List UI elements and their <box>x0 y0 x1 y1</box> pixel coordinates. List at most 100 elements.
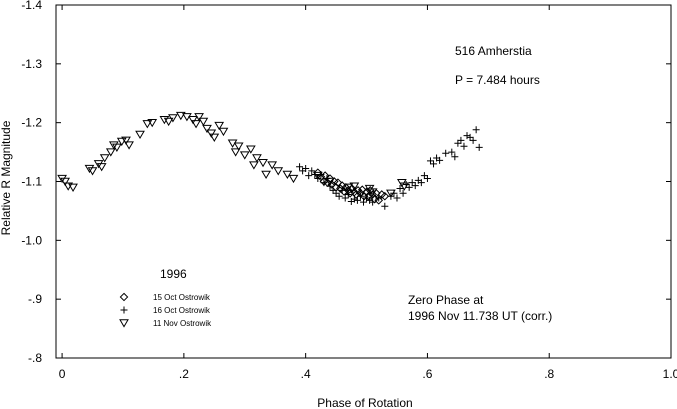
y-axis-title: Relative R Magnitude <box>0 120 13 235</box>
legend-title: 1996 <box>160 267 187 281</box>
x-tick-labels: 0 .2 .4 .6 .8 1.0 <box>59 367 677 381</box>
data-point <box>448 148 456 156</box>
data-point <box>142 120 153 129</box>
data-point <box>305 172 313 180</box>
series-triangle-down <box>57 111 410 198</box>
data-point <box>454 139 462 147</box>
x-tick-label: .2 <box>179 367 189 381</box>
data-point <box>124 141 134 150</box>
data-point <box>396 185 404 193</box>
data-point <box>214 121 225 131</box>
data-point <box>436 156 444 164</box>
data-point <box>399 182 410 191</box>
data-point <box>68 183 78 192</box>
zero-phase-annotation-line2: 1996 Nov 11.738 UT (corr.) <box>408 309 552 323</box>
data-point <box>147 118 158 128</box>
x-axis-title: Phase of Rotation <box>317 396 412 409</box>
x-tick-label: 1.0 <box>663 367 677 381</box>
data-points <box>57 111 483 210</box>
y-tick-label: -.8 <box>28 351 42 365</box>
legend-label: 15 Oct Ostrowik <box>153 293 211 302</box>
data-point <box>442 149 450 157</box>
data-point <box>426 157 434 165</box>
y-tick-label: -1.4 <box>21 0 42 12</box>
data-point <box>457 136 465 144</box>
data-point <box>175 111 186 121</box>
y-tick-label: -1.1 <box>21 175 42 189</box>
data-point <box>333 178 343 187</box>
data-point <box>252 154 262 163</box>
data-point <box>84 164 95 174</box>
data-point <box>198 117 209 127</box>
object-name-annotation: 516 Amherstia <box>455 44 532 58</box>
legend-marker <box>119 292 129 302</box>
data-point <box>375 194 383 202</box>
data-point <box>320 179 328 187</box>
data-point <box>367 188 378 197</box>
data-point <box>335 192 343 200</box>
x-tick-label: .8 <box>544 367 554 381</box>
data-point <box>163 117 174 127</box>
data-point <box>273 167 284 176</box>
data-point <box>230 148 241 157</box>
data-point <box>194 113 204 122</box>
data-point <box>344 190 352 198</box>
data-point <box>296 163 304 171</box>
data-point <box>469 136 477 144</box>
y-tick-label: -1.3 <box>21 57 42 71</box>
data-point <box>302 165 310 173</box>
data-point <box>349 182 360 191</box>
series-plus <box>296 126 483 210</box>
data-point <box>329 186 337 194</box>
data-point <box>312 171 323 181</box>
data-point <box>60 177 71 187</box>
data-point <box>405 183 413 191</box>
data-point <box>343 183 354 192</box>
data-point <box>87 167 98 176</box>
data-point <box>460 142 468 150</box>
data-point <box>105 148 116 157</box>
legend-marker <box>119 319 129 328</box>
data-point <box>108 141 119 150</box>
data-point <box>326 182 334 190</box>
data-point <box>308 167 316 175</box>
data-point <box>357 185 367 195</box>
data-point <box>325 177 335 187</box>
data-point <box>233 142 244 151</box>
y-tick-label: -1.0 <box>21 233 42 247</box>
y-tick-label: -1.2 <box>21 116 42 130</box>
data-point <box>423 175 431 183</box>
data-point <box>417 179 425 187</box>
data-point <box>341 194 349 202</box>
x-tick-label: .6 <box>422 367 432 381</box>
data-point <box>463 132 471 140</box>
data-point <box>245 145 256 154</box>
data-point <box>239 151 250 160</box>
data-point <box>332 189 340 197</box>
data-point <box>209 133 220 142</box>
data-point <box>466 133 474 141</box>
data-point <box>135 130 145 140</box>
x-tick-label: .4 <box>301 367 311 381</box>
legend-label: 16 Oct Ostrowik <box>153 306 211 315</box>
data-point <box>393 194 401 202</box>
data-point <box>360 198 367 206</box>
data-point <box>267 161 278 170</box>
data-point <box>350 195 358 203</box>
data-point <box>475 143 483 151</box>
data-point <box>188 116 198 125</box>
data-point <box>191 120 201 129</box>
legend: 1996 15 Oct Ostrowik 16 Oct Ostrowik 11 No… <box>119 267 212 328</box>
x-tick-label: 0 <box>59 367 66 381</box>
data-point <box>338 186 346 194</box>
data-point <box>96 163 107 172</box>
axes <box>55 4 672 359</box>
data-point <box>420 172 428 180</box>
data-point <box>356 192 364 200</box>
data-point <box>411 182 419 190</box>
data-point <box>430 160 438 168</box>
data-point <box>386 189 396 198</box>
data-point <box>288 174 299 184</box>
period-annotation: P = 7.484 hours <box>455 73 540 87</box>
data-point <box>206 129 217 138</box>
